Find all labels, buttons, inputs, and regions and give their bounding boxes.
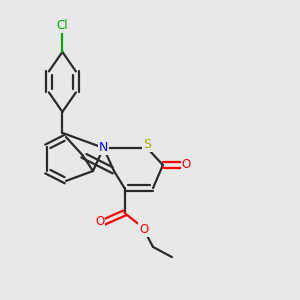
Text: Cl: Cl [57, 19, 68, 32]
Text: N: N [99, 141, 108, 154]
Text: O: O [182, 158, 191, 172]
Text: O: O [140, 223, 148, 236]
Text: O: O [95, 215, 104, 228]
Text: S: S [143, 138, 151, 151]
